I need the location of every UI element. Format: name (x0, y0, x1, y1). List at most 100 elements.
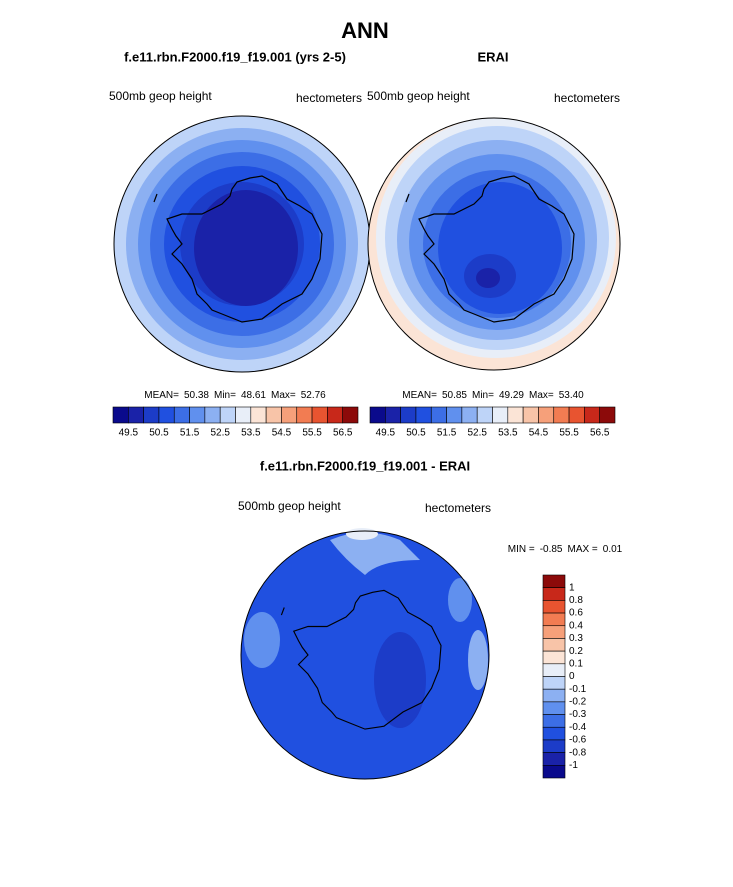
colorbar-box (250, 406, 267, 424)
colorbar-box (522, 406, 539, 424)
colorbar-box (492, 406, 509, 424)
right-label: hectometers (296, 91, 362, 105)
colorbar-box (128, 406, 144, 424)
colorbar-box (219, 406, 236, 424)
colorbar-label: 49.5 (376, 428, 396, 439)
colorbar-box (281, 406, 298, 424)
colorbar-label: 55.5 (302, 428, 322, 439)
colorbar-label: -0.6 (569, 735, 587, 746)
stat-label: Max= (529, 390, 554, 401)
panel-title: f.e11.rbn.F2000.f19_f19.001 (yrs 2-5) (124, 49, 346, 64)
colorbar-label: -0.8 (569, 747, 587, 758)
colorbar-box (385, 406, 401, 424)
stats: MIN = -0.85 MAX = 0.01 (508, 544, 623, 555)
colorbar-box (369, 406, 386, 424)
stat-label: MAX = (567, 544, 597, 555)
colorbar-box (542, 625, 566, 639)
stat-value: 52.76 (301, 390, 326, 401)
colorbar-label: 53.5 (241, 428, 261, 439)
panel-title: f.e11.rbn.F2000.f19_f19.001 - ERAI (260, 458, 470, 473)
map-2 (367, 117, 621, 371)
colorbar-label: 50.5 (149, 428, 169, 439)
stat-value: 0.01 (603, 544, 623, 555)
panel-title: ERAI (477, 49, 508, 64)
colorbar-box (112, 406, 129, 424)
colorbar-box (158, 406, 175, 424)
stat-value: 49.29 (499, 390, 524, 401)
colorbar-box (204, 406, 221, 424)
stat-label: Max= (271, 390, 296, 401)
colorbar-box (461, 406, 478, 424)
colorbar-label: 55.5 (559, 428, 579, 439)
stat-label: Min= (214, 390, 236, 401)
colorbar-label: 54.5 (272, 428, 292, 439)
stat-value: 48.61 (241, 390, 266, 401)
colorbar-box (446, 406, 463, 424)
stats: MEAN= 50.85 Min= 49.29 Max= 53.40 (402, 390, 584, 401)
colorbar-label: 54.5 (529, 428, 549, 439)
colorbar-label: 0.6 (569, 608, 583, 619)
colorbar-label: 52.5 (467, 428, 487, 439)
colorbar-box (542, 688, 566, 703)
colorbar-label: -0.1 (569, 684, 587, 695)
colorbar-box (568, 406, 585, 424)
colorbar-box (542, 676, 566, 690)
stat-value: 53.40 (559, 390, 584, 401)
colorbar-label: 49.5 (119, 428, 139, 439)
colorbar-label: 51.5 (180, 428, 200, 439)
colorbar-box (327, 406, 343, 424)
colorbar-box (189, 406, 206, 424)
colorbar-box (542, 663, 566, 677)
colorbar-box (542, 574, 566, 588)
colorbar-label: -0.3 (569, 709, 587, 720)
map-1 (113, 115, 371, 373)
colorbar-box (143, 406, 160, 424)
colorbar-label: 0.4 (569, 620, 583, 631)
colorbar-box (430, 406, 447, 424)
colorbar-box (235, 406, 252, 424)
stat-value: 50.85 (442, 390, 467, 401)
colorbar-label: 0.8 (569, 595, 583, 606)
colorbar-label: -0.2 (569, 697, 587, 708)
colorbar-label: 56.5 (333, 428, 353, 439)
colorbar-label: -0.4 (569, 722, 587, 733)
colorbar-box (173, 406, 190, 424)
colorbar-label: 0.1 (569, 658, 583, 669)
figure-title: ANN (341, 18, 389, 43)
colorbar-box (542, 739, 566, 753)
colorbar-label: 51.5 (437, 428, 457, 439)
colorbar-label: 1 (569, 582, 575, 593)
colorbar-box (542, 600, 566, 614)
map-3 (240, 528, 490, 780)
colorbar-box (542, 650, 566, 665)
colorbar-box (542, 726, 566, 741)
colorbar-box (415, 406, 432, 424)
colorbar-box (542, 587, 566, 601)
colorbar-box (538, 406, 555, 424)
stats: MEAN= 50.38 Min= 48.61 Max= 52.76 (144, 390, 326, 401)
colorbar-box (296, 406, 313, 424)
colorbar-box (507, 406, 524, 424)
colorbar-box (542, 612, 566, 627)
right-label: hectometers (425, 501, 491, 515)
stat-label: Min= (472, 390, 494, 401)
colorbar-box (542, 765, 566, 779)
colorbar-box (476, 406, 493, 424)
colorbar-box (311, 406, 328, 424)
left-label: 500mb geop height (367, 89, 470, 103)
colorbar-label: 52.5 (210, 428, 230, 439)
stat-label: MIN = (508, 544, 535, 555)
colorbar-box (584, 406, 600, 424)
colorbar-box (553, 406, 570, 424)
colorbar-label: 50.5 (406, 428, 426, 439)
colorbar-box (542, 701, 566, 715)
left-label: 500mb geop height (238, 499, 341, 513)
colorbar-box (542, 714, 566, 728)
colorbar-box (400, 406, 417, 424)
stat-value: 50.38 (184, 390, 209, 401)
right-label: hectometers (554, 91, 620, 105)
colorbar-box (542, 752, 566, 766)
stat-label: MEAN= (144, 390, 179, 401)
stat-value: -0.85 (540, 544, 563, 555)
colorbar-label: 56.5 (590, 428, 610, 439)
